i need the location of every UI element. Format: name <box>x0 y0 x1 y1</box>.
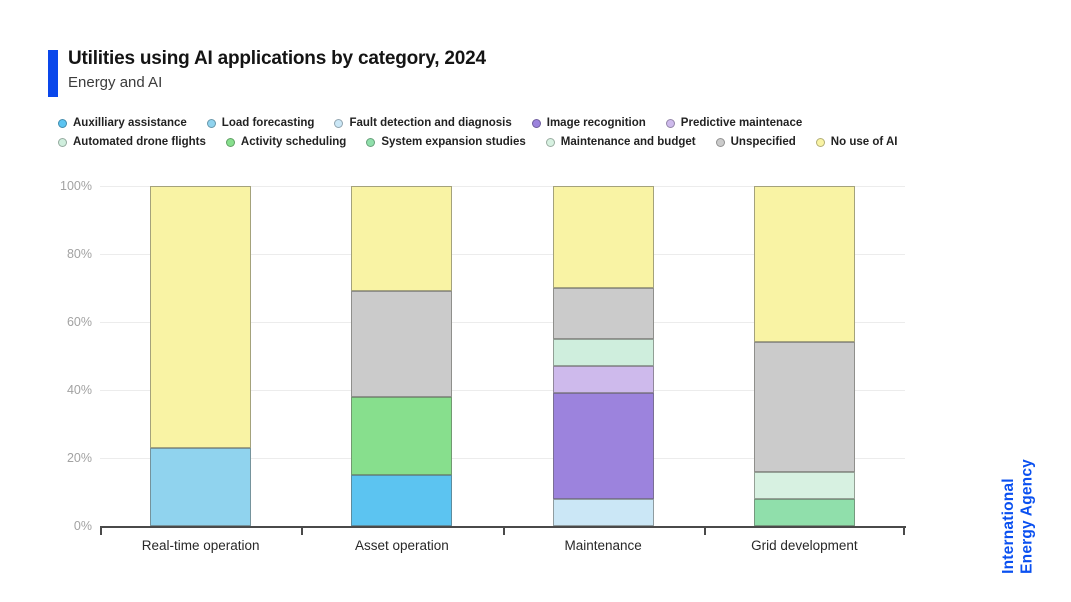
legend-label: Auxilliary assistance <box>73 117 187 129</box>
stacked-bar-grid-development <box>753 186 855 526</box>
legend-label: Automated drone flights <box>73 136 206 148</box>
x-axis-tick <box>903 528 905 535</box>
y-tick-label: 40% <box>66 383 92 397</box>
bar-segment <box>753 471 855 499</box>
bar-segment <box>150 447 252 526</box>
x-category-label: Maintenance <box>564 538 642 553</box>
legend-label: No use of AI <box>830 136 898 148</box>
x-category-label: Asset operation <box>354 538 449 553</box>
title-accent-bar <box>48 50 58 97</box>
bar-segment <box>351 291 453 397</box>
bar-segment <box>552 498 654 526</box>
legend-item: Unspecified <box>715 136 796 148</box>
bar-segment <box>552 288 654 340</box>
legend-item: Load forecasting <box>206 117 315 129</box>
plot-area <box>100 185 905 527</box>
x-axis-line <box>100 526 906 535</box>
legend-label: Fault detection and diagnosis <box>349 117 512 129</box>
legend-dot-icon <box>225 137 235 147</box>
page-subtitle: Energy and AI <box>68 74 163 91</box>
y-tick-label: 0% <box>73 519 92 533</box>
legend-item: System expansion studies <box>366 136 526 148</box>
legend-dot-icon <box>58 137 67 147</box>
legend-label: Predictive maintenace <box>680 117 803 129</box>
legend-item: Maintenance and budget <box>545 136 696 148</box>
x-axis-tick <box>703 528 706 535</box>
bar-segment <box>552 339 654 367</box>
bar-segment <box>351 186 453 292</box>
legend-row: Automated drone flights Activity scheduli… <box>58 136 1038 148</box>
legend-label: Activity scheduling <box>240 136 347 148</box>
legend-dot-icon <box>206 118 216 128</box>
bar-segment <box>753 342 855 472</box>
bar-segment <box>753 498 855 526</box>
bar-segment <box>552 186 654 289</box>
iea-logo-line2: Energy Agency <box>1018 459 1036 574</box>
x-axis-tick <box>301 528 304 535</box>
x-axis-tick <box>100 528 102 535</box>
legend-label: Maintenance and budget <box>560 136 696 148</box>
bar-segment <box>150 186 252 448</box>
legend-item: Activity scheduling <box>225 136 347 148</box>
x-category-label: Grid development <box>751 538 858 553</box>
gridline <box>100 253 905 255</box>
chart-legend: Auxilliary assistance Load forecasting Fau… <box>58 117 1038 155</box>
legend-label: Load forecasting <box>221 117 315 129</box>
x-category-label: Real-time operation <box>141 538 260 553</box>
legend-dot-icon <box>334 118 344 128</box>
legend-item: Fault detection and diagnosis <box>334 117 512 129</box>
page-title: Utilities using AI applications by categ… <box>68 48 486 69</box>
stacked-bar-asset-operation <box>351 186 453 526</box>
legend-item: Automated drone flights <box>58 136 206 148</box>
legend-dot-icon <box>815 137 825 147</box>
gridline <box>100 185 905 187</box>
legend-label: System expansion studies <box>381 136 526 148</box>
legend-dot-icon <box>366 137 376 147</box>
legend-row: Auxilliary assistance Load forecasting Fau… <box>58 117 1038 129</box>
stacked-bar-real-time-operation <box>150 186 252 526</box>
y-tick-label: 60% <box>66 315 92 329</box>
legend-item: No use of AI <box>815 136 898 148</box>
legend-item: Auxilliary assistance <box>58 117 187 129</box>
legend-label: Unspecified <box>730 136 796 148</box>
bar-segment <box>552 393 654 499</box>
bar-segment <box>552 366 654 394</box>
gridline <box>100 457 905 459</box>
y-tick-label: 100% <box>60 179 92 193</box>
stacked-bar-maintenance <box>552 186 654 526</box>
gridline <box>100 321 905 323</box>
legend-dot-icon <box>715 137 725 147</box>
bar-segment <box>351 396 453 475</box>
bar-segment <box>351 475 453 526</box>
bar-segment <box>753 186 855 343</box>
legend-dot-icon <box>545 137 555 147</box>
legend-item: Image recognition <box>531 117 646 129</box>
iea-logo: International Energy Agency <box>1000 459 1037 574</box>
iea-logo-line1: International <box>999 478 1017 574</box>
legend-label: Image recognition <box>546 117 646 129</box>
legend-item: Predictive maintenace <box>665 117 803 129</box>
y-tick-label: 20% <box>66 451 92 465</box>
legend-dot-icon <box>665 118 675 128</box>
legend-dot-icon <box>58 118 67 128</box>
y-tick-label: 80% <box>66 247 92 261</box>
x-axis-tick <box>502 528 505 535</box>
gridline <box>100 389 905 391</box>
y-axis: 0% 20% 40% 60% 80% 100% <box>0 179 92 533</box>
legend-dot-icon <box>531 118 541 128</box>
